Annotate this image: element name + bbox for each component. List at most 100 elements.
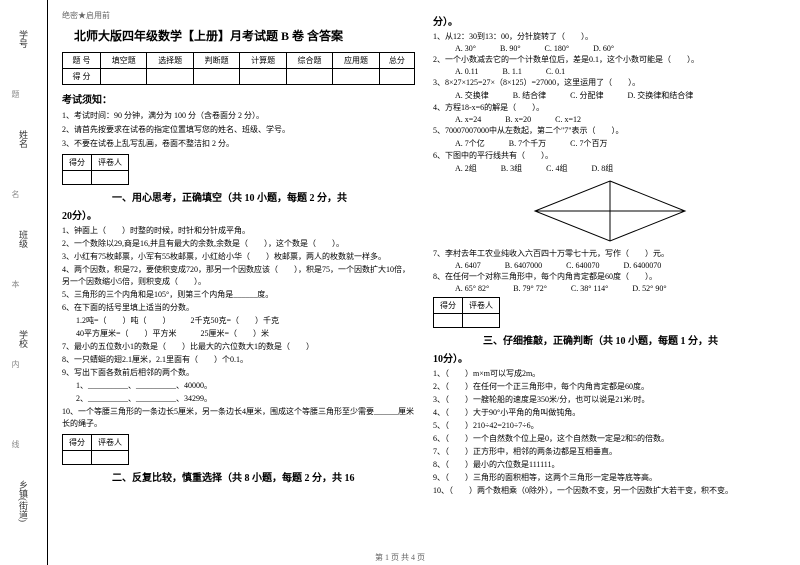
- s2-q4: 4、方程18-x=6的解是（ ）。: [433, 102, 786, 114]
- th-0: 题 号: [63, 53, 101, 69]
- o: D. 交换律和结合律: [627, 90, 693, 101]
- s1-q6: 6、在下面的括号里填上适当的分数。: [62, 302, 415, 314]
- th-3: 判断题: [193, 53, 239, 69]
- left-column: 绝密★启用前 北师大版四年级数学【上册】月考试题 B 卷 含答案 题 号 填空题…: [62, 10, 415, 555]
- s1-q6b: 40平方厘米=（ ）平方米 25厘米=（ ）米: [76, 328, 415, 340]
- th-2: 选择题: [147, 53, 193, 69]
- s2-q4-opts: A. x=24B. x=20C. x=12: [455, 115, 786, 124]
- s1-q4: 4、两个因数，积是72，要使积变成720，那另一个因数应该（ ），积是75，一个…: [62, 264, 415, 288]
- th-4: 计算题: [240, 53, 286, 69]
- signature-table-1: 得分评卷人: [62, 154, 129, 185]
- rhombus-diagram: [530, 176, 690, 246]
- gutter-line-5: 线: [10, 440, 21, 448]
- o: B. 7个千万: [509, 138, 546, 149]
- notice-heading: 考试须知：: [62, 91, 415, 106]
- s3-q10: 10、（ ）两个数相乘（0除外），一个因数不变，另一个因数扩大若干变，积不变。: [433, 485, 786, 497]
- s2-q1: 1、从12：30到13：00，分针旋转了（ ）。: [433, 31, 786, 43]
- th-1: 填空题: [101, 53, 147, 69]
- td-score-label: 得 分: [63, 69, 101, 85]
- o: D. 6400070: [623, 261, 661, 270]
- s1-q9a: 1、__________、__________、40000。: [76, 380, 415, 392]
- s2-q8-opts: A. 65° 82° B. 79° 72° C. 38° 114° D. 52° 90…: [455, 284, 786, 293]
- o: B. 90°: [500, 44, 521, 53]
- gutter-class: 班级: [17, 230, 30, 248]
- s2-q7-opts: A. 6407 B. 6407000 C. 640070 D. 6400070: [455, 261, 786, 270]
- o: D. 52° 90°: [632, 284, 666, 293]
- td-b2: [147, 69, 193, 85]
- binding-gutter: 学号 题 姓名 名 班级 本 学校 内 线 乡镇(街道): [0, 0, 48, 565]
- sig2-score: 得分: [63, 434, 92, 450]
- page-footer: 第 1 页 共 4 页: [0, 552, 800, 563]
- sig-grader: 评卷人: [92, 154, 129, 170]
- section-1-pts: 20分）。: [62, 207, 415, 222]
- s2-q5: 5、70007007000中从左数起，第二个"7"表示（ ）。: [433, 125, 786, 137]
- gutter-line-4: 内: [10, 360, 21, 368]
- o: B. 结合律: [513, 90, 546, 101]
- o: A. 交换律: [455, 90, 489, 101]
- section-2-title: 二、反复比较，慎重选择（共 8 小题，每题 2 分，共 16: [112, 469, 415, 484]
- o: D. 60°: [593, 44, 614, 53]
- o: A. 0.11: [455, 67, 478, 76]
- right-column: 分）。 1、从12：30到13：00，分针旋转了（ ）。 A. 30° B. 90…: [433, 10, 786, 555]
- sig2-grader: 评卷人: [92, 434, 129, 450]
- signature-table-2: 得分评卷人: [62, 434, 129, 465]
- s1-q9: 9、写出下面各数前后相邻的两个数。: [62, 367, 415, 379]
- s1-q2: 2、一个数除以29,商是16,并且有最大的余数,余数是（ ），这个数是（ ）。: [62, 238, 415, 250]
- sig2-b2: [92, 450, 129, 464]
- score-value-row: 得 分: [63, 69, 415, 85]
- sig-score: 得分: [63, 154, 92, 170]
- gutter-line-1: 题: [10, 90, 21, 98]
- o: A. 7个亿: [455, 138, 485, 149]
- s1-q9b: 2、__________、__________、34299。: [76, 393, 415, 405]
- exam-title: 北师大版四年级数学【上册】月考试题 B 卷 含答案: [74, 27, 415, 44]
- o: B. 6407000: [505, 261, 542, 270]
- sig3-grader: 评卷人: [463, 298, 500, 314]
- s2-q3-opts: A. 交换律B. 结合律C. 分配律D. 交换律和结合律: [455, 90, 786, 101]
- section-3-title: 三、仔细推敲，正确判断（共 10 小题，每题 1 分，共: [483, 332, 786, 347]
- s3-q4: 4、（ ）大于90°小平角的角叫做钝角。: [433, 407, 786, 419]
- o: B. 1.1: [502, 67, 521, 76]
- o: A. 30°: [455, 44, 476, 53]
- gutter-school: 学校: [17, 330, 30, 348]
- td-b6: [333, 69, 379, 85]
- gutter-name: 姓名: [17, 130, 30, 148]
- sig3-score: 得分: [434, 298, 463, 314]
- s2-q8: 8、在任何一个对称三角形中，每个内角肯定都是60度（ ）。: [433, 271, 786, 283]
- section-2-pts: 分）。: [433, 13, 786, 28]
- th-5: 综合题: [286, 53, 332, 69]
- sig-b2: [92, 170, 129, 184]
- o: C. 640070: [566, 261, 599, 270]
- o: C. 7个百万: [570, 138, 607, 149]
- o: A. x=24: [455, 115, 481, 124]
- s3-q8: 8、（ ）最小的六位数是111111。: [433, 459, 786, 471]
- th-7: 总分: [379, 53, 414, 69]
- sig3-b2: [463, 314, 500, 328]
- gutter-line-2: 名: [10, 190, 21, 198]
- td-b4: [240, 69, 286, 85]
- s1-q6a: 1.2吨=（ ）吨（ ） 2千克50克=（ ）千克: [76, 315, 415, 327]
- o: C. 0.1: [546, 67, 565, 76]
- sig2-b1: [63, 450, 92, 464]
- s2-q2: 2、一个小数减去它的一个计数单位后，差是0.1，这个小数可能是（ ）。: [433, 54, 786, 66]
- o: C. 38° 114°: [571, 284, 608, 293]
- score-table: 题 号 填空题 选择题 判断题 计算题 综合题 应用题 总分 得 分: [62, 52, 415, 85]
- td-b7: [379, 69, 414, 85]
- sig-b1: [63, 170, 92, 184]
- td-b5: [286, 69, 332, 85]
- s3-q6: 6、（ ）一个自然数个位上是0，这个自然数一定是2和5的倍数。: [433, 433, 786, 445]
- gutter-line-3: 本: [10, 280, 21, 288]
- o: C. 180°: [545, 44, 570, 53]
- s1-q1: 1、钟面上（ ）时整的时候，时针和分针成平角。: [62, 225, 415, 237]
- notice-3: 3、不要在试卷上乱写乱画，卷面不整洁扣 2 分。: [62, 138, 415, 149]
- o: A. 6407: [455, 261, 481, 270]
- s3-q3: 3、（ ）一艘轮船的速度是350米/分，也可以说是21米/时。: [433, 394, 786, 406]
- section-3-pts: 10分）。: [433, 350, 786, 365]
- s2-q3: 3、8×27×125=27×（8×125）=27000，这里运用了（ ）。: [433, 77, 786, 89]
- gutter-town: 乡镇(街道): [17, 480, 30, 522]
- s1-q3: 3、小红有75枚邮票，小军有55枚邮票，小红给小华（ ）枚邮票，两人的枚数就一样…: [62, 251, 415, 263]
- o: B. 79° 72°: [513, 284, 547, 293]
- o: A. 65° 82°: [455, 284, 489, 293]
- o: C. 4组: [546, 163, 567, 174]
- s3-q2: 2、（ ）在任何一个正三角形中，每个内角肯定都是60度。: [433, 381, 786, 393]
- s2-q5-opts: A. 7个亿 B. 7个千万 C. 7个百万: [455, 138, 786, 149]
